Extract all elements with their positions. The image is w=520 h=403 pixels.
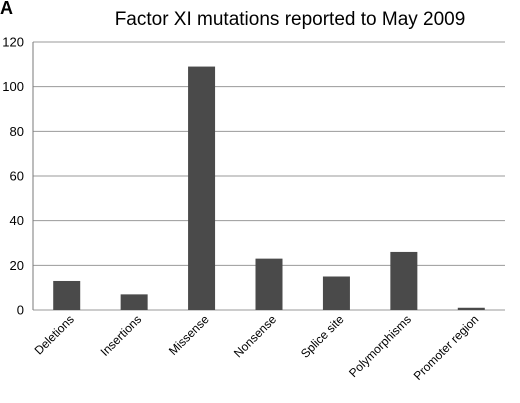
y-tick-label: 20 xyxy=(10,258,24,273)
x-category-label: Deletions xyxy=(32,312,77,357)
x-category-label: Insertions xyxy=(98,312,145,359)
x-category-label: Promoter region xyxy=(411,312,482,383)
bars xyxy=(53,66,485,310)
x-category-label: Polymorphisms xyxy=(346,312,414,380)
y-tick-label: 60 xyxy=(10,169,24,184)
x-category-label: Missense xyxy=(166,312,212,358)
bar xyxy=(188,66,216,310)
x-axis-category-labels: Deletions Insertions Missense Nonsense Splic… xyxy=(32,312,482,383)
bar xyxy=(255,258,283,310)
y-tick-label: 80 xyxy=(10,124,24,139)
gridlines xyxy=(33,41,505,311)
panel-label: A xyxy=(0,0,13,18)
x-category-label: Splice site xyxy=(298,312,347,361)
bar xyxy=(120,294,148,310)
bar xyxy=(53,280,81,310)
y-tick-label: 40 xyxy=(10,213,24,228)
y-tick-label: 100 xyxy=(2,79,24,94)
y-tick-label: 120 xyxy=(2,35,24,50)
y-axis-ticks: 0 20 40 60 80 100 120 xyxy=(2,35,24,318)
x-category-label: Nonsense xyxy=(231,312,279,360)
chart-title: Factor XI mutations reported to May 2009 xyxy=(114,9,466,30)
bar xyxy=(457,307,485,310)
y-tick-label: 0 xyxy=(17,303,24,318)
bar xyxy=(390,251,418,310)
bar xyxy=(322,276,350,310)
